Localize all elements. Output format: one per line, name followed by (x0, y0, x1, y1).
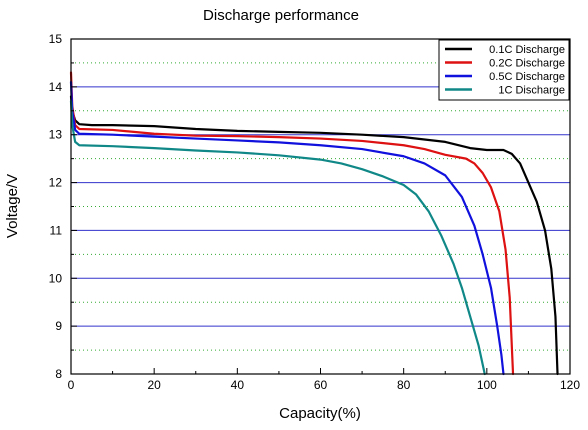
x-tick-label: 120 (560, 378, 580, 392)
y-tick-label: 11 (50, 223, 63, 237)
y-tick-label: 14 (49, 80, 63, 94)
series-line-3 (69, 80, 505, 376)
legend-label-2: 0.2C Discharge (489, 58, 565, 70)
x-tick-label: 80 (397, 378, 411, 392)
y-tick-label: 8 (55, 367, 62, 381)
chart-title: Discharge performance (203, 7, 359, 24)
y-axis-label: Voltage/V (4, 174, 21, 238)
y-tick-label: 12 (49, 176, 63, 190)
legend-label-4: 1C Discharge (498, 85, 565, 97)
series-line-1 (69, 95, 559, 376)
legend-label-1: 0.1C Discharge (489, 44, 565, 56)
y-tick-label: 9 (55, 319, 62, 333)
tick-layer: 0 20 40 60 80 100 120 8 9 10 11 12 13 14 15 (49, 32, 581, 392)
x-tick-label: 20 (147, 378, 161, 392)
x-axis-label: Capacity(%) (279, 405, 361, 422)
x-tick-label: 100 (477, 378, 497, 392)
x-tick-label: 0 (68, 378, 75, 392)
series-layer (69, 71, 559, 376)
x-tick-label: 40 (231, 378, 245, 392)
series-line-4 (69, 100, 486, 376)
y-tick-label: 15 (49, 32, 63, 46)
y-tick-label: 10 (49, 271, 63, 285)
series-line-2 (69, 71, 515, 376)
x-tick-label: 60 (314, 378, 328, 392)
legend-label-3: 0.5C Discharge (489, 71, 565, 83)
y-tick-label: 13 (49, 128, 63, 142)
